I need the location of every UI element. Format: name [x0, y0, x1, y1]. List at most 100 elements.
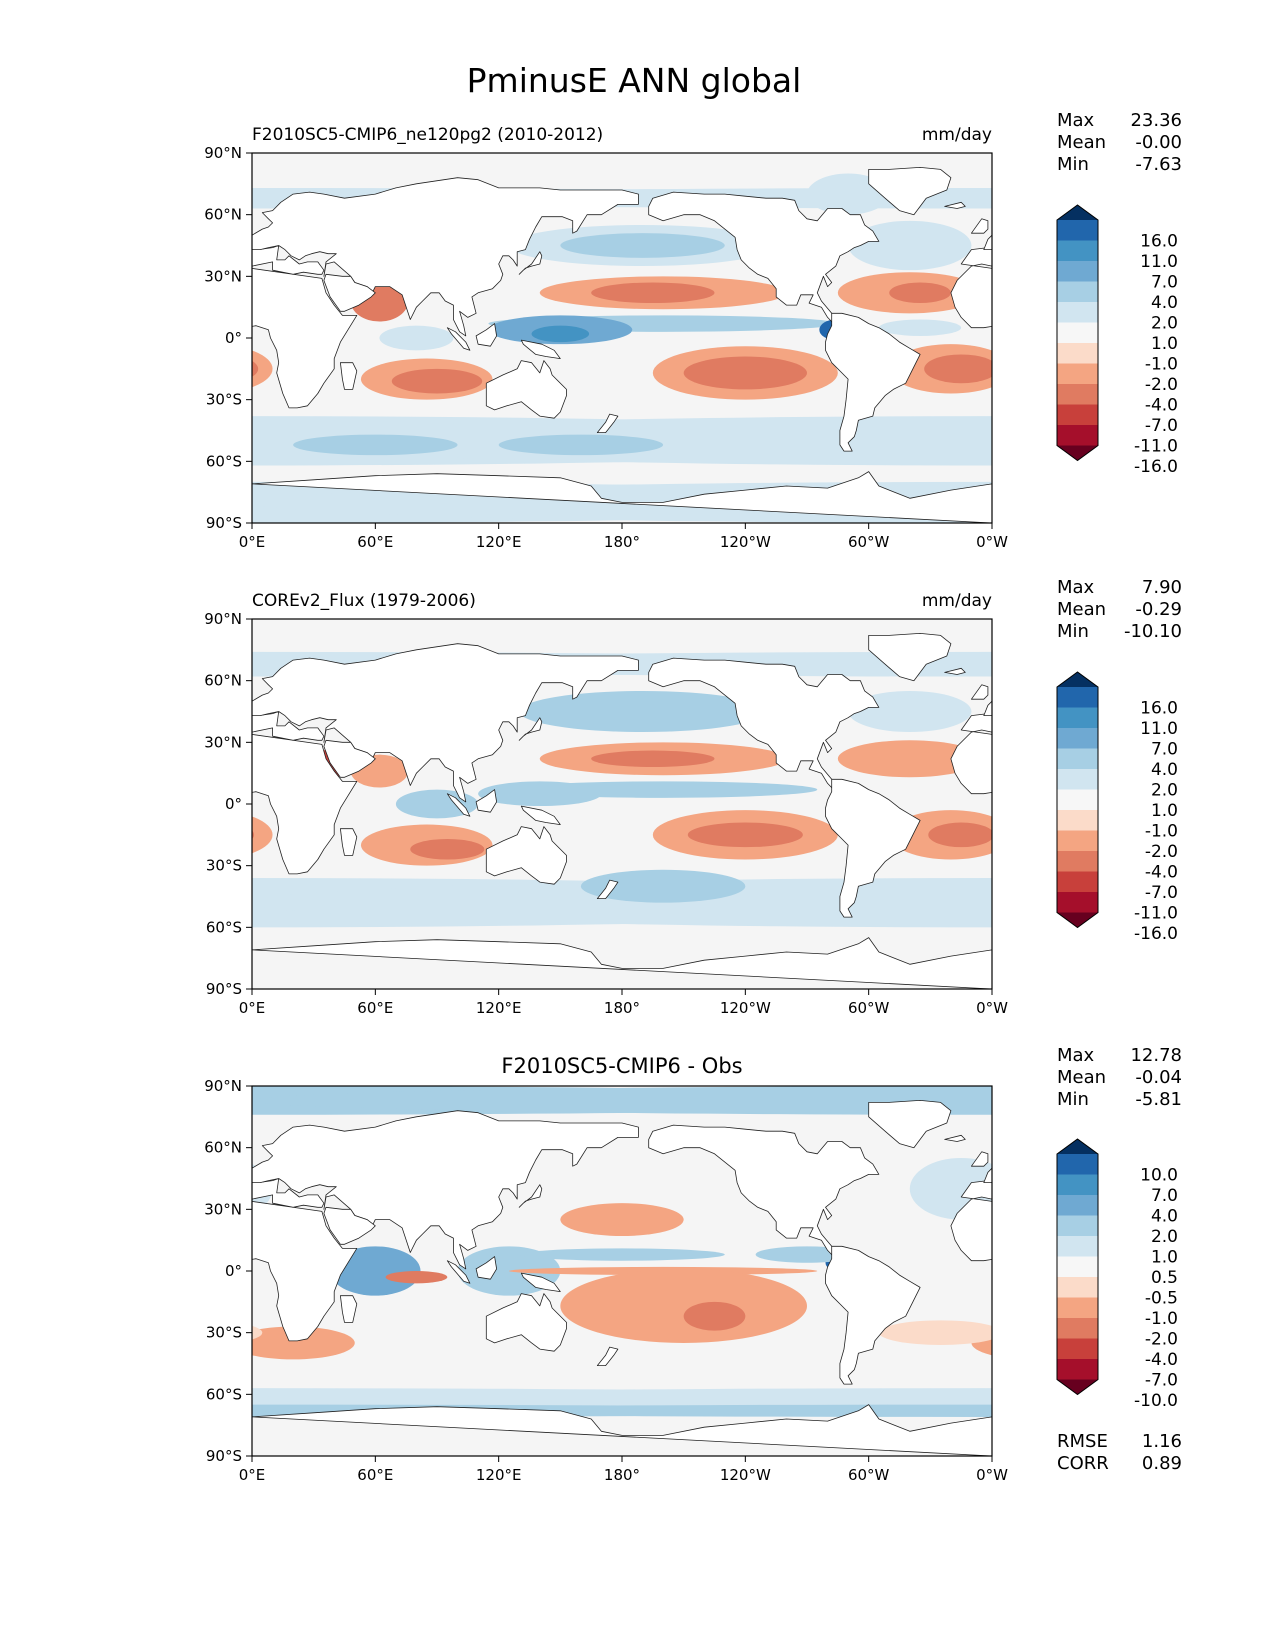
lon-tick-label: 0°W: [976, 533, 1008, 551]
panel-model: F2010SC5-CMIP6_ne120pg2 (2010-2012) mm/d…: [0, 110, 1182, 551]
field-region: [687, 822, 803, 848]
colorbar-tick-label: -1.0: [1145, 822, 1178, 842]
colorbar-segment: [1057, 830, 1098, 852]
lon-tick-label: 0°W: [976, 999, 1008, 1017]
coastline: [340, 828, 358, 856]
lon-tick-label: 0°E: [239, 1466, 266, 1484]
coastline: [129, 633, 211, 680]
field-region: [379, 325, 454, 351]
field-region: [848, 220, 972, 271]
coastline: [475, 789, 497, 813]
colorbar-tick-label: 16.0: [1140, 699, 1178, 719]
stat-label: Mean: [1057, 132, 1106, 153]
coastline: [944, 201, 966, 209]
land-mask: [252, 1100, 1275, 1456]
colorbar-tick-label: -7.0: [1145, 883, 1178, 903]
colorbar-segment: [1057, 1215, 1098, 1237]
land-mask: [129, 633, 1210, 989]
colorbar: 16.011.07.04.02.01.0-1.0-2.0-4.0-7.0-11.…: [1056, 671, 1178, 944]
panel-left-title: F2010SC5-CMIP6_ne120pg2 (2010-2012): [252, 125, 603, 145]
field-region: [252, 830, 255, 840]
panel-units: mm/day: [922, 125, 992, 145]
field-region: [878, 1320, 992, 1345]
colorbar-outline: [1056, 1138, 1099, 1396]
colorbar-tick-label: 1.0: [1151, 1248, 1178, 1268]
coastline: [475, 1256, 497, 1280]
colorbar-segment: [1057, 343, 1098, 364]
panel-center-title: F2010SC5-CMIP6 - Obs: [501, 1054, 742, 1078]
coastline: [825, 778, 921, 918]
coastline: [485, 1293, 567, 1352]
map-plot: [129, 618, 1210, 990]
lat-tick-label: 30°S: [206, 857, 242, 875]
coastline: [485, 360, 567, 419]
longitude-axis: 0°E 60°E 120°E 180° 120°W 60°W 0°W: [239, 523, 1008, 551]
coastline: [825, 312, 921, 452]
coastline: [950, 713, 992, 795]
panel-difference: F2010SC5-CMIP6 - Obs 90°N 60°N 30°N 0° 30°S 6…: [204, 1045, 1275, 1484]
field-region: [252, 816, 273, 854]
lat-tick-label: 60°S: [206, 452, 242, 470]
lon-tick-label: 120°E: [476, 999, 522, 1017]
colorbar-segment: [1057, 363, 1098, 385]
lon-tick-label: 0°W: [976, 1466, 1008, 1484]
coastline: [1187, 794, 1210, 817]
colorbar-extend-max: [1057, 672, 1098, 687]
coastline: [446, 793, 471, 817]
colorbar-segment: [1057, 1277, 1098, 1298]
field-region: [560, 1268, 808, 1343]
colorbar-tick-label: -2.0: [1145, 375, 1178, 395]
lon-tick-label: 60°E: [357, 999, 393, 1017]
field-region: [478, 781, 602, 807]
colorbar-tick-label: 1.0: [1151, 801, 1178, 821]
field-region: [683, 1301, 746, 1331]
colorbar-segment: [1057, 687, 1098, 708]
colorbar-tick-label: -11.0: [1134, 437, 1178, 457]
coastline: [323, 1206, 376, 1245]
colorbar-tick-label: 4.0: [1151, 1207, 1178, 1227]
colorbar-tick-label: -0.5: [1145, 1289, 1178, 1309]
field-region: [928, 822, 992, 848]
coastline: [252, 177, 639, 337]
colorbar-tick-label: -16.0: [1134, 924, 1178, 944]
colorbar-tick-label: -4.0: [1145, 863, 1178, 883]
lat-tick-label: 0°: [225, 795, 242, 813]
coastline: [991, 949, 992, 951]
longitude-axis: 0°E 60°E 120°E 180° 120°W 60°W 0°W: [239, 1456, 1008, 1484]
stat-value: 0.89: [1142, 1453, 1182, 1474]
field-region: [889, 282, 951, 304]
map-plot: [251, 1085, 1275, 1457]
coastline: [648, 1124, 880, 1255]
colorbar-tick-label: 2.0: [1151, 1227, 1178, 1247]
coastline: [0, 192, 139, 322]
panel-units: mm/day: [922, 591, 992, 611]
rmse-corr-block: RMSE 1.16 CORR 0.89: [1057, 1431, 1182, 1474]
field-region: [531, 325, 590, 343]
lat-tick-label: 30°N: [204, 1200, 242, 1218]
lat-tick-label: 60°S: [206, 1385, 242, 1403]
coastline: [1226, 1294, 1275, 1352]
coastline: [596, 1346, 619, 1366]
lat-tick-label: 30°S: [206, 1324, 242, 1342]
coastline: [520, 339, 561, 359]
colorbar-segment: [1057, 1318, 1098, 1339]
lon-tick-label: 180°: [604, 533, 640, 551]
lon-tick-label: 60°W: [848, 533, 890, 551]
coastline: [252, 1178, 358, 1342]
field-region: [878, 319, 962, 336]
lat-tick-label: 30°S: [206, 391, 242, 409]
field-region: [385, 1271, 448, 1284]
colorbar-segment: [1057, 769, 1098, 790]
colorbar-segment: [1057, 1297, 1098, 1319]
stat-label: Mean: [1057, 599, 1106, 620]
coastline: [868, 167, 952, 216]
stats-block: Max 7.90 Mean -0.29 Min -10.10: [1057, 577, 1182, 642]
colorbar-segment: [1057, 1236, 1098, 1257]
stat-value: -7.63: [1135, 154, 1182, 175]
field-region: [591, 282, 715, 304]
colorbar-segment: [1057, 810, 1098, 831]
latitude-axis: 90°N 60°N 30°N 0° 30°S 60°S 90°S: [204, 144, 252, 532]
colorbar: 10.07.04.02.01.00.5-0.5-1.0-2.0-4.0-7.0-…: [1056, 1138, 1178, 1411]
colorbar-tick-label: 1.0: [1151, 334, 1178, 354]
field-region: [519, 690, 766, 733]
